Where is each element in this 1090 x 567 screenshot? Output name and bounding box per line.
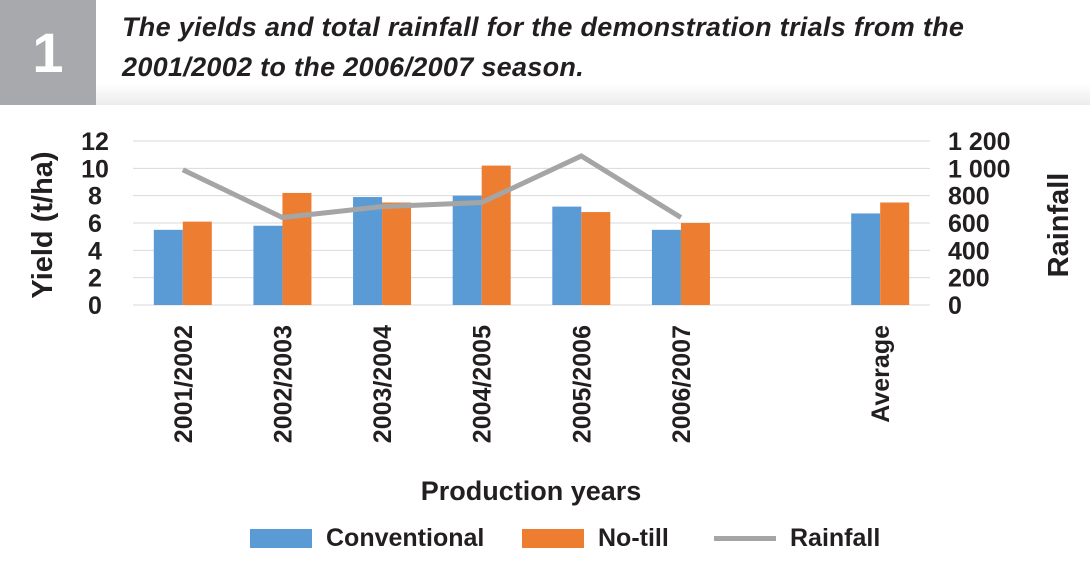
x-tick-label: 2005/2006 bbox=[568, 325, 596, 443]
y-tick-label: 4 bbox=[88, 237, 102, 265]
legend-label-no-till: No-till bbox=[598, 523, 669, 552]
y-axis-title: Yield (t/ha) bbox=[27, 151, 59, 298]
legend-swatch-rainfall bbox=[714, 535, 776, 541]
legend-item-conventional: Conventional bbox=[250, 518, 484, 558]
x-tick-label: 2006/2007 bbox=[668, 325, 696, 443]
bar-no-till bbox=[680, 223, 710, 305]
y2-axis-title: Rainfall bbox=[1043, 173, 1075, 278]
bar-conventional bbox=[552, 206, 582, 305]
x-tick-label: 2004/2005 bbox=[469, 325, 497, 443]
y-tick-label: 2 bbox=[88, 265, 102, 293]
x-axis-title: Production years bbox=[421, 476, 642, 506]
y2-tick-label: 1 200 bbox=[948, 128, 1011, 156]
figure-title: The yields and total rainfall for the de… bbox=[122, 12, 965, 82]
bar-conventional bbox=[353, 197, 383, 305]
figure-number: 1 bbox=[0, 0, 96, 105]
bar-conventional bbox=[651, 229, 681, 305]
x-tick-label: Average bbox=[867, 325, 895, 423]
x-tick-label: 2001/2002 bbox=[170, 325, 198, 443]
y2-tick-label: 400 bbox=[948, 237, 990, 265]
bar-no-till bbox=[182, 221, 212, 305]
legend-item-rainfall: Rainfall bbox=[714, 518, 880, 558]
y-tick-label: 8 bbox=[88, 183, 102, 211]
y2-tick-label: 0 bbox=[948, 292, 962, 320]
legend-item-no-till: No-till bbox=[522, 518, 669, 558]
y-tick-label: 10 bbox=[81, 155, 109, 183]
legend-swatch-conventional bbox=[250, 528, 312, 548]
bar-conventional bbox=[452, 195, 482, 305]
bar-no-till bbox=[282, 192, 312, 305]
bar-conventional bbox=[253, 225, 283, 305]
y-tick-label: 6 bbox=[88, 210, 102, 238]
x-tick-label: 2002/2003 bbox=[269, 325, 297, 443]
bar-conventional bbox=[153, 229, 183, 305]
line-rainfall bbox=[181, 153, 683, 221]
header-band bbox=[0, 0, 1090, 105]
bar-conventional bbox=[851, 213, 881, 305]
bar-no-till bbox=[382, 202, 412, 305]
y2-tick-label: 1 000 bbox=[948, 155, 1011, 183]
legend-swatch-no-till bbox=[522, 528, 584, 548]
chart-legend: Conventional No-till Rainfall bbox=[0, 518, 1090, 558]
y2-tick-label: 600 bbox=[948, 210, 990, 238]
y-tick-label: 12 bbox=[81, 128, 109, 156]
y-tick-label: 0 bbox=[88, 292, 102, 320]
legend-label-rainfall: Rainfall bbox=[790, 523, 881, 552]
y2-tick-label: 800 bbox=[948, 183, 990, 211]
bar-no-till bbox=[581, 212, 611, 305]
bar-no-till bbox=[880, 202, 910, 305]
bar-no-till bbox=[481, 165, 511, 305]
y2-tick-label: 200 bbox=[948, 265, 990, 293]
legend-label-conventional: Conventional bbox=[326, 523, 485, 552]
x-tick-label: 2003/2004 bbox=[369, 325, 397, 443]
